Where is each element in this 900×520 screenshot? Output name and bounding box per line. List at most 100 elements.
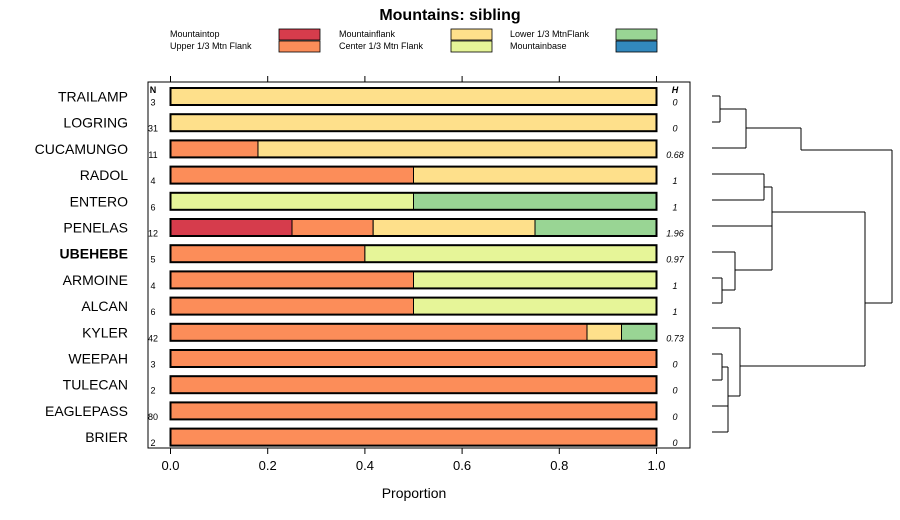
row-h-value: 0 bbox=[672, 386, 677, 396]
legend-swatch-mountaintop bbox=[278, 28, 321, 41]
n-column-header: N bbox=[150, 85, 157, 95]
row-tulecan: TULECAN 2 0 bbox=[63, 375, 678, 396]
bar-segment bbox=[170, 349, 657, 368]
bar-outline bbox=[169, 218, 658, 237]
row-h-value: 0 bbox=[672, 124, 677, 134]
bar-outline bbox=[169, 191, 658, 211]
row-h-value: 1 bbox=[672, 202, 677, 212]
row-n-value: 42 bbox=[148, 333, 158, 343]
bar-segment bbox=[170, 428, 657, 447]
row-label: PENELAS bbox=[63, 220, 128, 236]
bar-segment bbox=[372, 218, 536, 237]
bar-segment bbox=[170, 218, 293, 237]
row-h-value: 1 bbox=[672, 307, 677, 317]
row-label: TRAILAMP bbox=[58, 89, 128, 105]
bar-outline bbox=[169, 270, 658, 290]
row-n-value: 2 bbox=[150, 386, 155, 396]
row-weepah: WEEPAH 3 0 bbox=[68, 349, 678, 370]
row-label: ENTERO bbox=[70, 193, 128, 209]
row-armoine: ARMOINE 4 1 bbox=[63, 270, 678, 291]
bar-segment bbox=[170, 323, 588, 342]
legend-swatch-mountainflank bbox=[450, 28, 493, 41]
bar-segment bbox=[413, 270, 657, 289]
row-alcan: ALCAN 6 1 bbox=[81, 296, 678, 317]
legend-label-upper-1-3-mtn-flank: Upper 1/3 Mtn Flank bbox=[170, 41, 252, 51]
legend: Mountaintop Upper 1/3 Mtn Flank Mountainfl… bbox=[170, 28, 658, 53]
legend-label-mountaintop: Mountaintop bbox=[170, 29, 220, 39]
row-label: BRIER bbox=[85, 429, 128, 445]
bar-segment bbox=[170, 113, 657, 132]
legend-swatch-center-1-3-mtn-flank bbox=[450, 40, 493, 53]
row-h-value: 0.68 bbox=[666, 150, 684, 160]
row-cucamungo: CUCAMUNGO 11 0.68 bbox=[35, 139, 684, 160]
bar-segment bbox=[170, 139, 259, 158]
chart-title: Mountains: sibling bbox=[379, 7, 520, 24]
row-n-value: 11 bbox=[148, 150, 157, 160]
x-axis-label: Proportion bbox=[382, 485, 447, 501]
row-h-value: 1.96 bbox=[666, 229, 684, 239]
row-logring: LOGRING 31 0 bbox=[63, 113, 678, 134]
row-entero: ENTERO 6 1 bbox=[70, 191, 678, 212]
legend-label-mountainbase: Mountainbase bbox=[510, 41, 567, 51]
bar-outline bbox=[169, 139, 658, 159]
row-n-value: 3 bbox=[150, 360, 155, 370]
row-kyler: KYLER 42 0.73 bbox=[82, 322, 684, 343]
row-label: RADOL bbox=[80, 167, 128, 183]
bar-segment bbox=[413, 166, 657, 185]
bar-outline bbox=[169, 375, 658, 395]
row-n-value: 4 bbox=[150, 176, 155, 186]
row-trailamp: TRAILAMP 3 0 bbox=[58, 87, 678, 108]
row-h-value: 0 bbox=[672, 412, 677, 422]
bar-segment bbox=[170, 375, 657, 394]
row-n-value: 6 bbox=[150, 307, 155, 317]
row-h-value: 0.73 bbox=[666, 333, 684, 343]
row-h-value: 1 bbox=[672, 281, 677, 291]
row-h-value: 0 bbox=[672, 360, 677, 370]
row-label: EAGLEPASS bbox=[45, 403, 128, 419]
row-h-value: 0.97 bbox=[666, 255, 685, 265]
bar-segment bbox=[170, 401, 657, 420]
bar-outline bbox=[169, 113, 658, 133]
row-eaglepass: EAGLEPASS 80 0 bbox=[45, 401, 678, 422]
row-h-value: 0 bbox=[672, 98, 677, 108]
row-n-value: 3 bbox=[150, 98, 155, 108]
bar-outline bbox=[169, 296, 658, 316]
legend-label-center-1-3-mtn-flank: Center 1/3 Mtn Flank bbox=[339, 41, 424, 51]
legend-swatch-mountainbase bbox=[615, 40, 658, 53]
bar-segment bbox=[170, 87, 657, 106]
h-column-header: H bbox=[672, 85, 679, 95]
bar-segment bbox=[413, 297, 657, 316]
bar-segment bbox=[534, 218, 657, 237]
bar-segment bbox=[170, 166, 414, 185]
bar-outline bbox=[169, 427, 658, 447]
x-tick-label: 0.4 bbox=[356, 458, 374, 473]
row-n-value: 4 bbox=[150, 281, 155, 291]
row-h-value: 0 bbox=[672, 438, 677, 448]
row-n-value: 80 bbox=[148, 412, 158, 422]
bar-segment bbox=[257, 139, 657, 158]
row-n-value: 6 bbox=[150, 202, 155, 212]
bar-segment bbox=[170, 244, 366, 263]
bar-segment bbox=[364, 244, 657, 263]
bar-outline bbox=[169, 244, 658, 264]
bar-segment bbox=[170, 297, 414, 316]
row-brier: BRIER 2 0 bbox=[85, 427, 678, 448]
legend-label-lower-1-3-mtnflank: Lower 1/3 MtnFlank bbox=[510, 29, 590, 39]
bar-outline bbox=[169, 401, 658, 421]
row-penelas: PENELAS 12 1.96 bbox=[63, 218, 684, 239]
row-label: ALCAN bbox=[81, 298, 128, 314]
bar-segment bbox=[621, 323, 657, 342]
legend-swatch-upper-1-3-mtn-flank bbox=[278, 40, 321, 53]
row-n-value: 12 bbox=[148, 229, 158, 239]
x-tick-label: 0.8 bbox=[550, 458, 568, 473]
legend-swatch-lower-1-3-mtnflank bbox=[615, 28, 658, 41]
bar-segment bbox=[413, 192, 657, 211]
bar-segment bbox=[170, 270, 414, 289]
x-tick-label: 1.0 bbox=[647, 458, 665, 473]
row-label: TULECAN bbox=[63, 377, 128, 393]
bar-segment bbox=[586, 323, 623, 342]
legend-label-mountainflank: Mountainflank bbox=[339, 29, 396, 39]
